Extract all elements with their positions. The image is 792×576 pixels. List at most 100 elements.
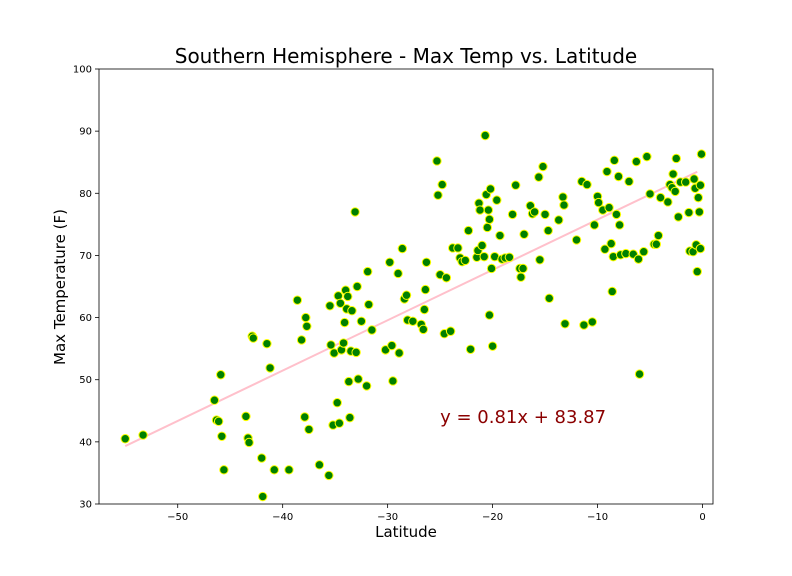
data-point [582,179,592,190]
data-point [484,310,495,320]
data-point [693,192,704,203]
data-point [504,252,515,262]
regression-line [124,170,698,447]
plot-frame [98,68,714,505]
data-point [216,370,226,380]
x-axis-label: Latitude [375,523,437,541]
data-point [475,205,485,215]
data-point [347,306,357,316]
data-point [394,348,404,358]
data-point [668,169,678,179]
y-tick-label: 30 [79,500,92,511]
data-point [258,491,268,502]
data-point [587,317,597,327]
data-point [244,437,254,448]
y-tick-label: 50 [79,375,92,386]
y-axis-label: Max Temperature (F) [51,209,69,365]
data-point [655,192,666,203]
data-point [560,319,570,329]
data-point [487,341,498,351]
data-point [639,247,649,257]
data-point [642,151,652,162]
data-point [492,195,502,205]
data-point [673,212,684,222]
data-point [408,316,418,326]
data-point [689,174,699,184]
data-point [544,293,554,304]
data-point [482,222,493,233]
data-point [380,345,391,355]
data-point [633,254,644,264]
x-tick-label: −10 [587,512,608,523]
data-point [453,243,463,253]
data-point [332,398,342,408]
data-point [301,312,311,323]
data-point [351,347,361,358]
data-points [120,130,707,502]
data-point [445,326,456,336]
data-point [538,161,548,172]
data-point [460,255,471,266]
data-point [571,235,582,245]
y-tick-label: 60 [79,313,92,324]
data-point [138,430,148,440]
data-point [695,180,706,190]
x-tick-label: −20 [482,512,503,523]
y-tick-label: 80 [79,189,92,200]
data-point [397,243,408,254]
data-point [484,214,495,225]
data-point [352,281,362,292]
data-point [325,301,335,311]
data-point [441,273,452,283]
data-point [248,333,258,343]
data-point [485,184,496,194]
data-point [681,177,691,187]
data-point [256,453,267,463]
data-point [120,434,130,444]
data-point [367,325,377,335]
y-tick-label: 100 [73,65,92,76]
data-point [209,395,220,405]
data-point [613,171,624,182]
x-tick-label: −30 [377,512,398,523]
data-point [465,344,476,354]
data-point [606,238,616,249]
data-point [241,411,251,422]
data-point [507,209,518,220]
data-point [302,321,312,331]
data-point [356,316,367,326]
data-point [477,240,487,251]
data-point [361,381,372,391]
data-point [558,192,568,202]
data-point [540,209,550,220]
data-point [609,155,620,166]
data-point [385,257,395,267]
data-point [432,156,442,166]
x-tick-label: 0 [699,512,705,523]
data-point [600,244,610,254]
data-point [634,369,645,379]
data-point [579,320,589,330]
data-point [463,225,474,236]
data-point [554,215,564,225]
data-point [343,291,353,302]
y-axis: 30 40 50 60 70 80 90 100 [73,65,99,511]
data-point [543,225,553,236]
data-point [510,180,521,190]
data-point [653,230,664,241]
data-point [401,290,412,300]
data-point [304,424,314,435]
data-point [265,363,275,373]
data-point [495,230,505,241]
data-point [339,317,350,328]
x-axis: −50 −40 −30 −20 −10 0 [167,504,706,523]
data-point [420,284,431,295]
data-point [614,220,625,230]
data-point [219,465,229,475]
regression-equation: y = 0.81x + 83.87 [440,407,606,428]
data-point [345,412,355,423]
data-point [344,376,354,387]
data-point [519,229,529,240]
data-point [534,172,544,182]
